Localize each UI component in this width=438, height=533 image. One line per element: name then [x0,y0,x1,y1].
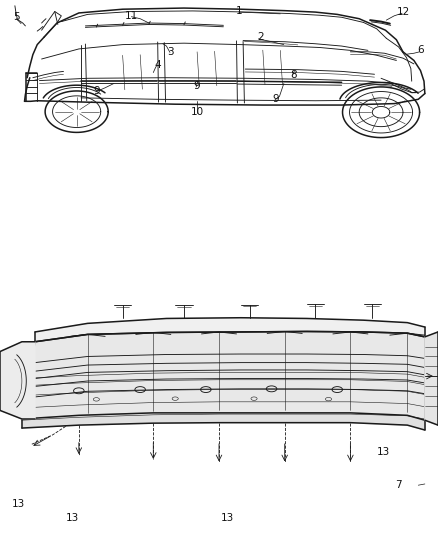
Text: 8: 8 [290,70,297,80]
Polygon shape [22,413,425,430]
Text: 6: 6 [417,45,424,55]
Text: 13: 13 [221,513,234,523]
Text: 3: 3 [167,47,174,57]
Text: 13: 13 [66,513,79,523]
Polygon shape [425,332,438,425]
Text: 9: 9 [272,94,279,104]
Text: 2: 2 [257,33,264,43]
Polygon shape [0,342,35,419]
Polygon shape [22,332,425,420]
Text: 1: 1 [235,6,242,16]
Text: 13: 13 [12,499,25,509]
Text: 7: 7 [395,480,402,490]
Text: 9: 9 [93,86,100,95]
Text: 10: 10 [191,107,204,117]
Text: 9: 9 [194,82,201,91]
Text: 4: 4 [154,60,161,70]
Polygon shape [35,318,425,342]
Text: 5: 5 [13,12,20,22]
Text: 13: 13 [377,447,390,457]
Text: 12: 12 [396,7,410,17]
Text: 11: 11 [125,11,138,21]
